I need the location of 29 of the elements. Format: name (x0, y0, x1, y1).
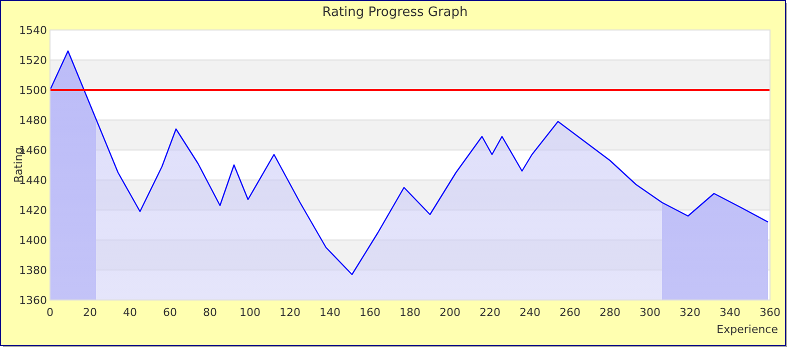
x-tick-label: 300 (640, 306, 660, 319)
x-tick-label: 120 (280, 306, 300, 319)
x-tick-label: 100 (240, 306, 260, 319)
x-tick-label: 40 (123, 306, 137, 319)
x-tick-label: 200 (440, 306, 460, 319)
x-tick-label: 0 (46, 306, 54, 319)
y-tick-label: 1420 (19, 204, 47, 217)
y-tick-label: 1480 (19, 114, 47, 127)
x-tick-label: 340 (720, 306, 740, 319)
x-tick-label: 260 (560, 306, 580, 319)
y-tick-label: 1380 (19, 264, 47, 277)
y-tick-label: 1520 (19, 54, 47, 67)
x-tick-label: 360 (760, 306, 780, 319)
y-tick-label: 1540 (19, 24, 47, 37)
x-tick-label: 180 (400, 306, 420, 319)
x-tick-label: 320 (680, 306, 700, 319)
chart-title: Rating Progress Graph (322, 5, 468, 20)
x-tick-label: 160 (360, 306, 380, 319)
x-tick-label: 140 (320, 306, 340, 319)
x-tick-label: 220 (480, 306, 500, 319)
y-tick-label: 1500 (19, 84, 47, 97)
y-tick-label: 1360 (19, 294, 47, 307)
x-axis-title: Experience (716, 323, 778, 336)
y-tick-label: 1400 (19, 234, 47, 247)
x-tick-label: 280 (600, 306, 620, 319)
x-tick-label: 20 (83, 306, 97, 319)
x-tick-label: 80 (203, 306, 217, 319)
x-tick-label: 240 (520, 306, 540, 319)
x-tick-label: 60 (163, 306, 177, 319)
